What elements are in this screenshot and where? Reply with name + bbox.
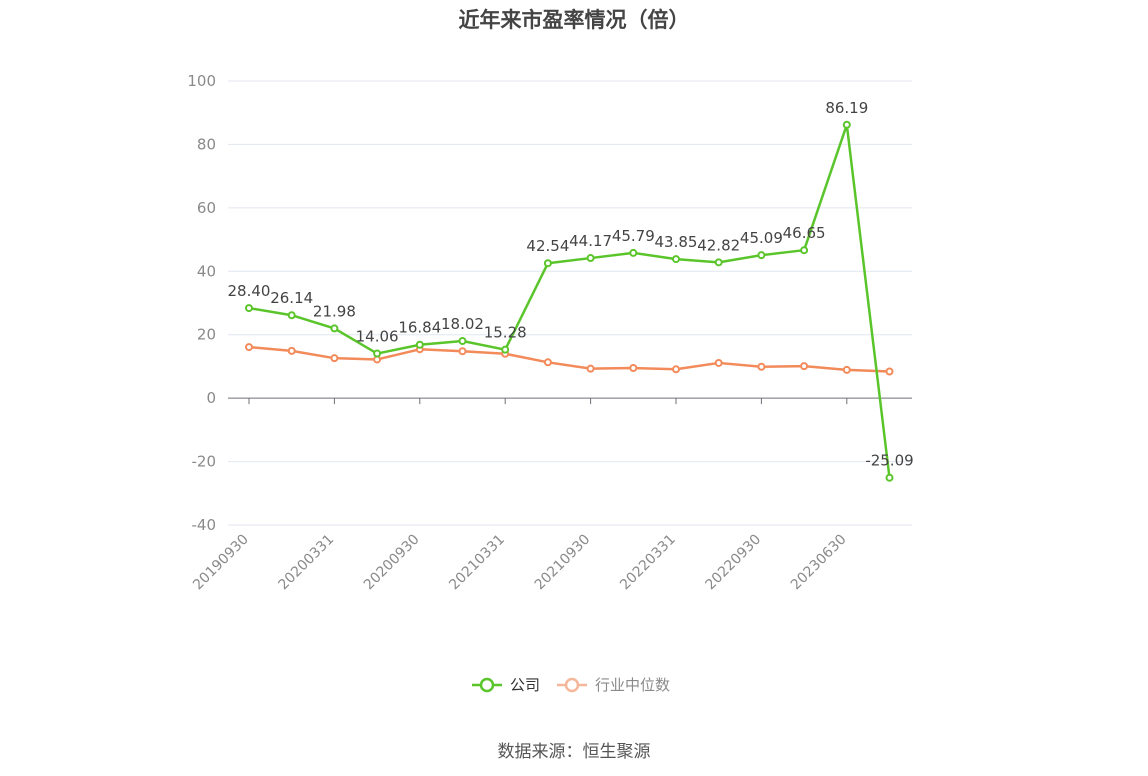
x-axis: 20190930 20200331 20200930 20210331 20210930…: [190, 398, 850, 593]
y-tick-label: 80: [197, 135, 216, 153]
series-line-company: [248, 123, 891, 478]
data-label: 42.82: [697, 236, 740, 254]
data-point: [245, 304, 253, 313]
data-point: [543, 259, 552, 268]
data-point: [373, 349, 382, 358]
chart-title: 近年来市盈率情况（倍）: [458, 8, 690, 32]
x-tick-label: 20200331: [276, 532, 338, 594]
data-point: [586, 254, 595, 263]
data-label: 44.17: [569, 232, 612, 250]
series-line-industry-median: [248, 345, 890, 373]
data-point: [885, 473, 894, 482]
y-tick-label: 60: [197, 199, 216, 217]
data-point: [629, 248, 638, 257]
data-label: 42.54: [526, 237, 569, 255]
data-point: [757, 251, 766, 260]
data-point: [586, 364, 595, 373]
x-tick-label: 20190930: [190, 532, 252, 594]
legend: 公司 行业中位数: [472, 676, 670, 694]
pe-ratio-line-chart: 100 80 60 40 20 0 -20 -40 20190930 20200331 20200…: [187, 72, 914, 694]
data-point: [885, 367, 894, 376]
data-label: 45.09: [740, 229, 783, 247]
data-label: 45.79: [612, 227, 655, 245]
data-label: 21.98: [313, 302, 356, 320]
data-point: [842, 120, 851, 129]
data-point: [287, 311, 296, 320]
data-label: 28.40: [228, 282, 271, 300]
data-point: [330, 324, 339, 333]
data-point: [458, 336, 467, 345]
y-tick-label: 40: [197, 262, 216, 280]
data-point: [800, 246, 809, 255]
data-label: 14.06: [356, 328, 399, 346]
data-point: [800, 362, 809, 371]
data-point: [672, 365, 680, 374]
data-label: 46.65: [783, 224, 826, 242]
legend-marker-icon: [564, 677, 580, 693]
grid-lines: [228, 80, 912, 526]
x-tick-label: 20200930: [361, 532, 423, 594]
data-point: [458, 347, 467, 356]
data-point: [543, 358, 552, 367]
y-tick-label: -40: [192, 516, 217, 534]
data-point: [629, 364, 638, 373]
data-label: 15.28: [484, 324, 527, 342]
data-point: [714, 358, 723, 367]
data-point: [415, 340, 424, 349]
data-label: 26.14: [270, 289, 313, 307]
data-label: 86.19: [825, 99, 868, 117]
data-label: 43.85: [655, 233, 698, 251]
data-point: [287, 346, 296, 355]
x-tick-label: 20220331: [617, 532, 679, 594]
y-tick-label: -20: [192, 453, 217, 471]
legend-marker-icon: [479, 677, 495, 693]
y-axis-ticks: 100 80 60 40 20 0 -20 -40: [187, 72, 216, 534]
legend-label: 公司: [510, 676, 540, 694]
data-point: [842, 365, 851, 374]
data-point: [672, 255, 680, 264]
x-tick-label: 20220930: [703, 532, 765, 594]
data-point: [245, 343, 253, 352]
data-label: 18.02: [441, 315, 484, 333]
x-tick-label: 20210930: [532, 532, 594, 594]
data-point: [757, 362, 766, 371]
y-tick-label: 100: [187, 72, 216, 90]
legend-item-industry-median: 行业中位数: [557, 676, 670, 694]
data-point: [330, 354, 339, 363]
x-tick-label: 20210331: [446, 532, 508, 594]
series-group: [245, 120, 894, 482]
data-source-note: 数据来源：恒生聚源: [497, 742, 651, 762]
y-tick-label: 20: [197, 326, 216, 344]
data-point: [714, 258, 723, 267]
legend-label: 行业中位数: [595, 676, 670, 694]
x-tick-label: 20230630: [788, 532, 850, 594]
data-label: -25.09: [865, 452, 913, 470]
data-label: 16.84: [398, 319, 441, 337]
legend-item-company: 公司: [472, 676, 540, 694]
data-point: [501, 345, 510, 354]
y-tick-label: 0: [206, 389, 216, 407]
